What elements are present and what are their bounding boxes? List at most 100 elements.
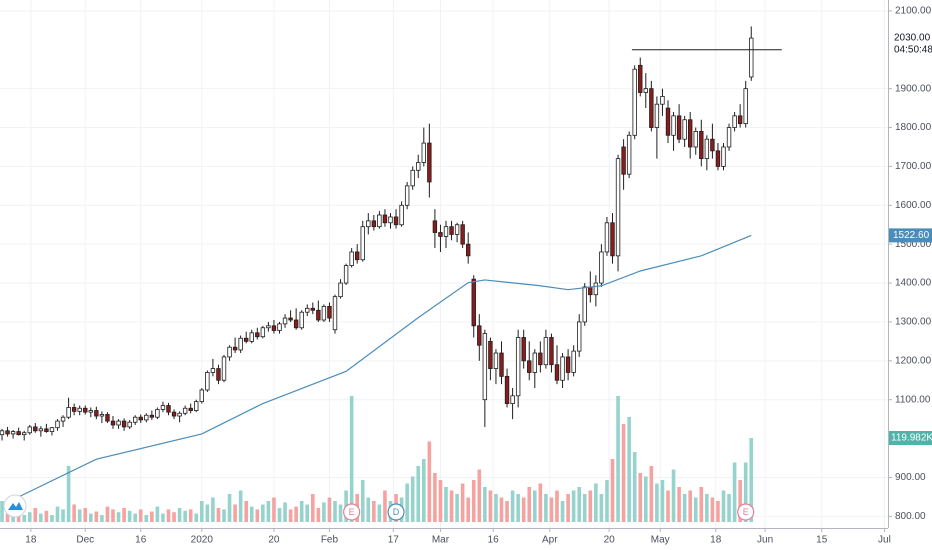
volume-bar <box>360 480 365 522</box>
candle-body <box>377 214 382 228</box>
volume-bar <box>582 494 587 522</box>
candle-body <box>327 305 332 319</box>
candle-body <box>549 337 554 366</box>
x-tick-label: Apr <box>542 535 558 546</box>
candle-body <box>144 414 149 421</box>
candle-body <box>699 131 704 160</box>
volume-bar <box>616 396 620 522</box>
y-tick-label: 1900.00 <box>895 83 932 94</box>
x-tick-label: Jul <box>878 535 891 546</box>
volume-bar <box>94 511 99 522</box>
volume-bar <box>494 494 498 522</box>
volume-bar <box>605 480 609 522</box>
candle-body <box>399 204 404 226</box>
candle-body <box>454 224 460 235</box>
volume-bar <box>349 396 354 522</box>
candle-body <box>416 162 421 171</box>
last-price-box <box>889 30 932 56</box>
candle-body <box>33 426 38 432</box>
y-tick-label: 1100.00 <box>895 394 931 405</box>
candle-body <box>427 142 432 183</box>
volume-bar <box>127 510 132 522</box>
y-tick-label: 1400.00 <box>895 278 932 289</box>
x-tick-label: Mar <box>432 535 450 546</box>
volume-bar <box>77 509 82 522</box>
candle-body <box>305 307 310 313</box>
volume-bar <box>138 509 143 522</box>
volume-bar <box>532 490 537 522</box>
candle-body <box>488 340 493 369</box>
candle-body <box>27 426 32 434</box>
candle-body <box>660 96 665 105</box>
volume-value-label: 119.982K <box>891 433 932 444</box>
event-label: E <box>743 507 749 517</box>
candle-body <box>343 265 349 284</box>
volume-bar <box>610 459 615 522</box>
candle-body <box>410 169 415 187</box>
y-tick-label: 1500.00 <box>895 239 932 250</box>
volume-bar <box>155 506 160 522</box>
candle-body <box>0 430 5 436</box>
candle-body <box>38 428 44 432</box>
volume-bar <box>144 515 149 522</box>
candle-body <box>243 337 249 342</box>
candle-body <box>621 146 626 175</box>
volume-bar <box>0 501 4 522</box>
candle-body <box>205 372 210 391</box>
volume-bar <box>677 487 681 522</box>
candle-body <box>710 138 715 152</box>
y-tick-label: 1300.00 <box>895 317 932 328</box>
logo <box>3 494 27 518</box>
candle-body <box>515 337 521 397</box>
volume-bar <box>549 497 554 522</box>
x-tick-label: May <box>651 535 670 546</box>
candle-body <box>194 401 199 411</box>
volume-bar <box>510 490 515 522</box>
volume-bar <box>194 513 199 522</box>
candle-body <box>260 327 266 338</box>
ma-value-box <box>889 228 932 243</box>
event-marker <box>737 503 755 521</box>
volume-bar <box>460 483 465 522</box>
volume-bar <box>738 480 742 522</box>
volume-bar <box>88 513 93 522</box>
volume-bar <box>555 490 559 522</box>
volume-bar <box>527 487 532 522</box>
volume-bar <box>521 497 526 522</box>
y-tick-label: 1600.00 <box>895 200 932 211</box>
volume-bar <box>277 508 282 522</box>
volume-bar <box>682 494 687 522</box>
volume-bar <box>294 506 298 522</box>
candle-body <box>83 407 88 413</box>
volume-bar <box>693 497 698 522</box>
volume-bar <box>377 504 382 522</box>
candle-body <box>743 88 748 125</box>
candle-body <box>299 311 304 329</box>
volume-bar <box>366 497 371 522</box>
candle-body <box>632 68 637 136</box>
candle-body <box>499 352 504 377</box>
volume-bar <box>716 501 720 522</box>
volume-bar <box>305 504 310 522</box>
candle-body <box>543 337 549 366</box>
candle-body <box>10 431 16 435</box>
volume-bar <box>705 494 709 522</box>
volume-bar <box>61 509 65 522</box>
volume-bar <box>299 501 304 522</box>
candle-body <box>527 360 532 373</box>
candle-body <box>271 325 277 331</box>
volume-bar <box>499 497 504 522</box>
candle-body <box>576 321 582 352</box>
volume-bar <box>5 513 10 522</box>
candle-body <box>182 407 188 414</box>
volume-bar <box>133 513 137 522</box>
volume-bar <box>638 473 643 522</box>
candle-body <box>682 119 687 140</box>
candle-body <box>49 427 55 432</box>
volume-bar <box>50 515 54 522</box>
volume-bar <box>111 509 115 522</box>
candle-body <box>282 317 288 325</box>
volume-bar <box>483 487 487 522</box>
volume-bar <box>449 490 454 522</box>
candle-body <box>71 407 77 412</box>
